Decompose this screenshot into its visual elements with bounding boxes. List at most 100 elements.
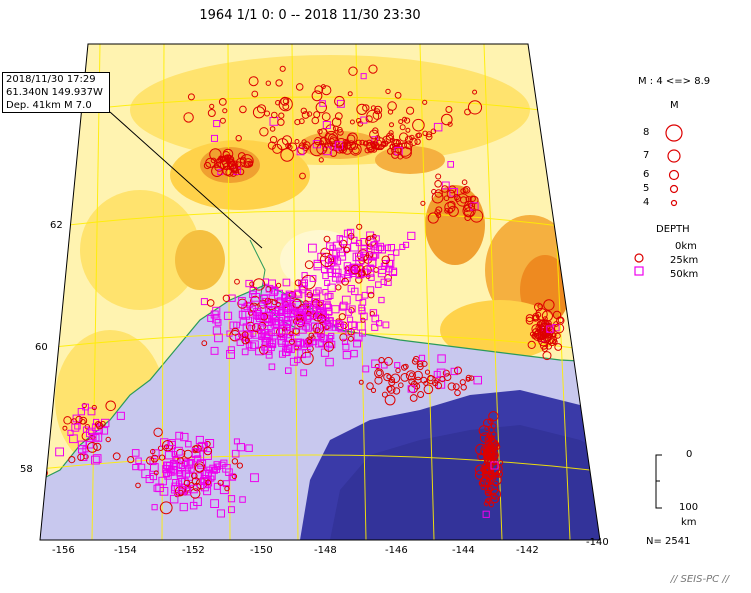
deep-event-marker: [286, 334, 294, 342]
shallow-event-marker: [412, 118, 425, 132]
shallow-event-marker: [537, 303, 544, 310]
deep-event-marker: [285, 367, 292, 374]
shallow-event-marker: [343, 246, 350, 254]
shallow-event-marker: [281, 326, 287, 332]
deep-event-marker: [170, 485, 180, 494]
deep-event-marker: [335, 321, 344, 330]
deep-event-marker: [131, 449, 140, 457]
shallow-event-marker: [265, 80, 271, 86]
shallow-event-marker: [406, 106, 415, 115]
deep-event-marker: [278, 308, 286, 316]
shallow-event-marker: [374, 108, 381, 115]
shallow-event-marker: [313, 111, 321, 119]
deep-event-marker: [272, 317, 280, 326]
deep-event-marker: [233, 321, 240, 329]
scale-top-label: 0: [686, 449, 693, 460]
event-info-box: 2018/11/30 17:29 61.340N 149.937W Dep. 4…: [2, 72, 110, 113]
shallow-event-marker: [409, 372, 414, 378]
shallow-event-marker: [40, 474, 46, 480]
deep-event-marker: [315, 287, 322, 294]
shallow-event-marker: [339, 333, 348, 342]
shallow-event-marker: [460, 188, 466, 194]
shallow-event-marker: [366, 139, 373, 146]
lon-label-144: -144: [452, 545, 475, 556]
shallow-event-marker: [485, 477, 491, 483]
event-count: N= 2541: [646, 536, 691, 547]
legend-m8-symbol: [665, 124, 683, 142]
shallow-event-marker: [77, 453, 85, 461]
shallow-event-marker: [391, 151, 399, 159]
deep-event-marker: [40, 470, 43, 479]
event-coords: 61.340N 149.937W: [6, 87, 103, 98]
shallow-event-marker: [389, 137, 395, 143]
shallow-event-marker: [299, 172, 306, 180]
shallow-event-marker: [337, 129, 344, 136]
shallow-event-marker: [355, 118, 362, 124]
deep-event-marker: [167, 468, 175, 476]
deep-event-marker: [319, 100, 326, 107]
shallow-event-marker: [538, 322, 551, 335]
shallow-event-marker: [491, 475, 497, 481]
shallow-event-marker: [355, 139, 362, 146]
shallow-event-marker: [341, 277, 350, 286]
shallow-event-marker: [404, 117, 411, 124]
shallow-event-marker: [347, 328, 355, 336]
shallow-event-marker: [483, 457, 492, 465]
page-title: 1964 1/1 0: 0 -- 2018 11/30 23:30: [199, 8, 421, 23]
shallow-event-marker: [468, 375, 475, 381]
shallow-event-marker: [150, 454, 159, 463]
shallow-event-marker: [435, 173, 442, 180]
deep-event-marker: [316, 312, 324, 320]
deep-event-marker: [337, 251, 347, 261]
deep-event-marker: [182, 469, 191, 478]
shallow-event-marker: [203, 161, 211, 170]
deep-event-marker: [366, 231, 375, 240]
shallow-event-marker: [478, 480, 485, 487]
shallow-event-marker: [314, 85, 324, 94]
shallow-event-marker: [487, 418, 494, 425]
deep-event-marker: [351, 287, 359, 296]
deep-event-marker: [304, 324, 312, 332]
shallow-event-marker: [372, 110, 382, 120]
shallow-event-marker: [485, 435, 492, 442]
shallow-event-marker: [427, 212, 439, 224]
shallow-event-marker: [463, 204, 471, 213]
shallow-event-marker: [374, 368, 384, 379]
shallow-event-marker: [311, 90, 323, 102]
deep-event-marker: [346, 228, 355, 237]
shallow-event-marker: [398, 119, 404, 125]
shallow-event-marker: [378, 144, 384, 151]
deep-event-marker: [245, 444, 253, 452]
deep-event-marker: [324, 302, 331, 309]
deep-event-marker: [78, 445, 87, 454]
deep-event-marker: [220, 459, 228, 467]
deep-event-marker: [152, 449, 160, 457]
deep-event-marker: [407, 231, 416, 241]
shallow-event-marker: [391, 144, 403, 156]
deep-event-marker: [382, 321, 390, 329]
deep-event-marker: [360, 73, 367, 80]
shallow-event-marker: [404, 135, 413, 144]
deep-event-marker: [203, 478, 213, 487]
shallow-event-marker: [264, 297, 272, 305]
shallow-event-marker: [422, 130, 428, 137]
shallow-event-marker: [269, 136, 278, 144]
shallow-event-marker: [488, 455, 495, 462]
deep-event-marker: [168, 439, 176, 447]
shallow-event-marker: [309, 142, 324, 157]
shallow-event-marker: [453, 193, 460, 201]
shallow-event-marker: [488, 439, 499, 450]
shallow-event-marker: [365, 115, 373, 123]
shallow-event-marker: [306, 291, 313, 299]
deep-event-marker: [343, 229, 352, 238]
shallow-event-marker: [525, 314, 534, 323]
deep-event-marker: [74, 423, 81, 430]
deep-event-marker: [250, 473, 259, 483]
deep-event-marker: [189, 501, 198, 510]
deep-event-marker: [289, 357, 298, 366]
shallow-event-marker: [237, 152, 246, 160]
shallow-event-marker: [543, 299, 555, 311]
deep-event-marker: [171, 460, 179, 468]
deep-event-marker: [149, 472, 158, 481]
